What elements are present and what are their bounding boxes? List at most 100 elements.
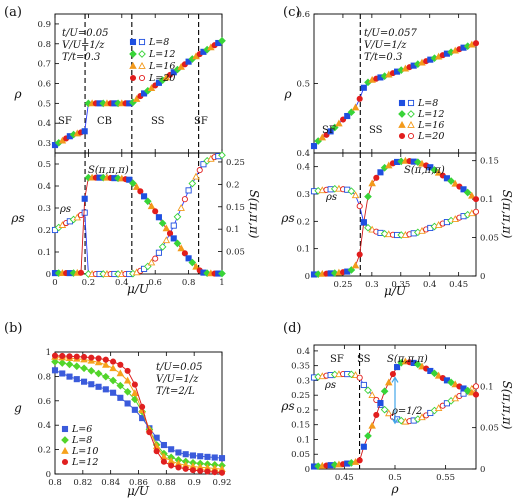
panel-c-S-point [414, 158, 422, 167]
panel-a-rhos-point [173, 212, 182, 221]
panel-b-xtick-label: 0.84 [101, 478, 120, 488]
panel-b-series-point [65, 360, 74, 369]
panel-a-bottom-ytick-label: 0.1 [37, 248, 51, 258]
panel-b-legend-label: L=8 [71, 435, 92, 446]
panel-b-series-point [153, 434, 160, 441]
panel-d-S-point [380, 387, 389, 396]
panel-c-legend-label: L=16 [417, 120, 444, 131]
panel-a-top-ylabel: ρ [13, 87, 21, 101]
panel-a-rhos-point [181, 196, 188, 203]
panel-c-rho-point [351, 103, 360, 111]
panel-b-series-point [124, 367, 131, 374]
panel-b-series-point [109, 376, 117, 385]
panel-d-xtick-label: 0.5 [388, 473, 402, 483]
panel-a-S-point [155, 214, 162, 221]
panel-b-series-point [204, 453, 211, 460]
panel-a-S-point [147, 202, 156, 210]
panel-d-rhos-point [472, 383, 480, 390]
panel-a-rhos-point [170, 222, 177, 229]
panel-b-series-point [102, 360, 110, 368]
panel-d-ytick-label: 0.25 [291, 391, 310, 401]
panel-c-rhos-point [356, 203, 363, 210]
panel-c-legend-marker-filled [398, 99, 406, 107]
panel-c-rhos-point [314, 186, 322, 195]
panel-d-ylabel: ρs [280, 399, 294, 413]
panel-c-legend-label: L=8 [417, 98, 438, 109]
panel-d-rhos-point [347, 370, 356, 379]
panel-b-series-point [51, 352, 59, 359]
panel-a-rhos-point [192, 172, 200, 180]
panel-d-arrow-head-down [391, 417, 399, 425]
panel-c-S-point [427, 164, 434, 171]
panel-a-bottom-ytick-label: 0.5 [37, 160, 51, 170]
panel-c-rho-point [318, 133, 327, 141]
panel-a-bottom-ytick-label: 0.4 [37, 182, 51, 192]
panel-c-S-point [330, 269, 339, 277]
panel-a-rho-point [147, 84, 156, 91]
panel-b-series-point [51, 367, 59, 374]
panel-a-rho-point [162, 73, 171, 81]
panel-b-ytick-label: 0.8 [37, 372, 51, 382]
panel-c-param: t/U=0.057 [364, 28, 417, 39]
panel-b-legend-label: L=6 [71, 424, 92, 435]
panel-b-series-point [109, 364, 117, 372]
panel-c-S-point [447, 177, 455, 185]
panel-a-bottom-ylabel: ρs [10, 211, 24, 225]
panel-b-series-point [197, 453, 204, 460]
panel-b-series-point [160, 458, 167, 465]
panel-d-y2tick-label: 0 [480, 465, 485, 475]
panel-a-annot-rhos: ρs [59, 204, 71, 215]
panel-b-series-point [175, 449, 182, 456]
panel-a-rho-point [177, 62, 185, 70]
panel-c-rhos-point [351, 191, 360, 199]
panel-c-legend-marker-filled [398, 110, 406, 118]
panel-a-S-point [143, 197, 152, 206]
panel-b-ytick-label: 1 [46, 348, 51, 358]
panel-c-S-point [460, 186, 467, 193]
panel-d-xtick-label: 0.45 [335, 473, 354, 483]
panel-c-S-point [360, 219, 367, 226]
panel-b-series-point [116, 369, 125, 377]
panel-d-ytick-label: 0.35 [291, 362, 310, 372]
panel-a-bottom-y2tick-label: 0.05 [226, 248, 245, 258]
panel-d-ytick-label: 0.05 [291, 450, 310, 460]
panel-b-series-point [189, 452, 197, 459]
panel-d-S-point [414, 360, 422, 369]
panel-a-rhos-point [196, 167, 203, 174]
panel-c-bottom-frame [313, 152, 477, 277]
panel-b-ytick-label: 0 [46, 470, 51, 480]
panel-d-rhos-point [451, 394, 459, 402]
panel-a-rho-point [81, 128, 88, 135]
panel-a-bottom-xtick-label: 0.6 [148, 278, 162, 288]
panel-c-S-point [347, 266, 356, 274]
panel-c-bottom-axes-box [313, 152, 477, 277]
panel-c-param: T/t=0.3 [364, 52, 402, 63]
panel-c-bottom-ytick-label: 0.2 [296, 217, 310, 227]
panel-a-bottom-y2tick-label: 0.25 [226, 158, 245, 168]
panel-d-rhos-point [443, 400, 450, 407]
panel-c-rho-point [347, 108, 356, 117]
panel-a-label: (a) [4, 5, 22, 20]
panel-d-rhos-point [330, 370, 339, 379]
panel-c-rho-point [310, 142, 318, 150]
panel-d-rhos-point [427, 409, 434, 417]
panel-b-series-point [51, 357, 59, 366]
panel-c-bottom-y2tick-label: 0.15 [480, 157, 499, 167]
panel-b-series-point [146, 429, 153, 436]
panel-c-bottom-xtick-label: 0.4 [423, 280, 437, 290]
panel-d-annot-S: S(π,π,π) [387, 354, 428, 365]
panel-a-legend-marker-open [138, 61, 146, 69]
panel-b-series-point [88, 354, 95, 361]
panel-a-bottom-xtick-label: 0.4 [115, 278, 129, 288]
panel-b-series-point [72, 362, 81, 371]
panel-c-rhos-line [313, 188, 477, 236]
panel-b-series-point [117, 394, 124, 401]
panel-c-rhos-point [397, 231, 406, 239]
panel-c-bottom-y2tick-label: 0.05 [480, 234, 499, 244]
panel-d-y2tick-label: 0.05 [480, 424, 499, 434]
panel-d-rhos-point [314, 373, 322, 381]
panel-c-bottom-y2tick-label: 0.1 [480, 195, 494, 205]
panel-c-rho-point [360, 84, 367, 91]
panel-b-xtick-label: 0.9 [187, 478, 201, 488]
panel-a-legend-marker-filled [129, 74, 137, 82]
